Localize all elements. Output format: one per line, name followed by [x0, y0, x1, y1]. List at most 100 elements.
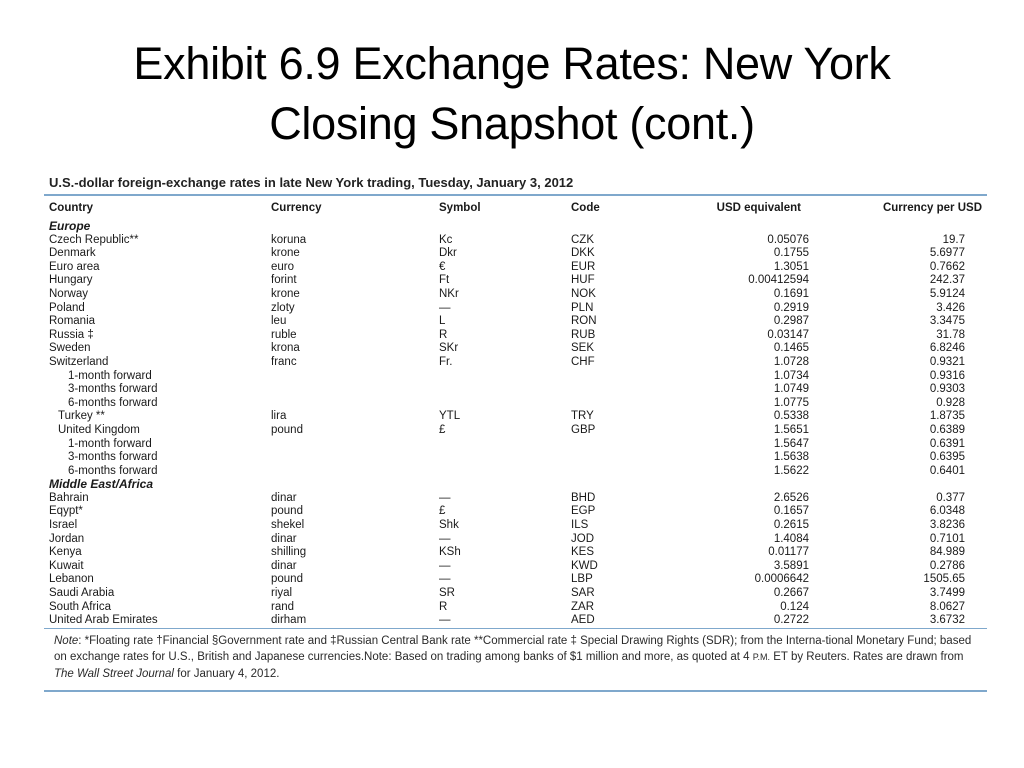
header-currency-per-usd: Currency per USD: [882, 202, 982, 214]
cell-currency: shilling: [271, 546, 307, 559]
table-row: Hungary forint Ft HUF 0.00412594 242.37: [44, 274, 987, 288]
cell-symbol: Shk: [439, 519, 459, 532]
note-source: The Wall Street Journal: [54, 667, 174, 680]
cell-country: Euro area: [49, 260, 100, 273]
slide-title: Exhibit 6.9 Exchange Rates: New York Clo…: [0, 34, 1024, 154]
cell-symbol: Fr.: [439, 355, 453, 368]
cell-currency: leu: [271, 315, 287, 328]
cell-currency-per-usd: 19.7: [942, 233, 965, 246]
table-row: United Kingdom pound £ GBP 1.5651 0.6389: [44, 424, 987, 438]
cell-country: Czech Republic**: [49, 233, 139, 246]
cell-symbol: Dkr: [439, 247, 457, 260]
section-header: Europe: [49, 220, 91, 233]
header-symbol: Symbol: [439, 202, 481, 214]
cell-currency: [266, 370, 434, 384]
cell-country: Romania: [49, 315, 96, 328]
cell-currency: pound: [271, 505, 303, 518]
cell-code: SAR: [571, 587, 595, 600]
table-row: 1-month forward 1.5647 0.6391: [44, 438, 987, 452]
cell-code: ILS: [571, 519, 589, 532]
note-time-suffix: P.M.: [752, 652, 771, 663]
cell-currency-per-usd: 1.8735: [929, 410, 965, 423]
header-currency: Currency: [271, 202, 322, 214]
cell-usd-equivalent: 0.124: [780, 600, 809, 613]
note-text-3: for January 4, 2012.: [173, 667, 280, 680]
cell-currency-per-usd: 0.7662: [929, 260, 965, 273]
cell-code: [566, 438, 676, 452]
cell-usd-equivalent: 0.2722: [773, 614, 809, 627]
cell-currency-per-usd: 0.6401: [929, 464, 965, 477]
cell-country: Israel: [49, 519, 78, 532]
cell-usd-equivalent: 1.0734: [773, 369, 809, 382]
table-row: Lebanon pound — LBP 0.0006642 1505.65: [44, 573, 987, 587]
cell-currency-per-usd: 3.426: [936, 301, 965, 314]
cell-country: Jordan: [49, 532, 85, 545]
cell-currency: [266, 451, 434, 465]
table-row: 6-months forward 1.5622 0.6401: [44, 465, 987, 479]
cell-usd-equivalent: 0.1755: [773, 247, 809, 260]
cell-usd-equivalent: 1.0728: [773, 355, 809, 368]
cell-currency-per-usd: 0.9303: [929, 383, 965, 396]
cell-country: Turkey **: [58, 410, 105, 423]
cell-code: [566, 465, 676, 479]
table-body: Europe Czech Republic** koruna Kc CZK 0.05076…: [44, 220, 987, 628]
slide-title-line-1: Exhibit 6.9 Exchange Rates: New York: [133, 38, 891, 89]
cell-usd-equivalent: 1.5622: [773, 464, 809, 477]
cell-currency-per-usd: 3.3475: [929, 315, 965, 328]
exchange-rate-exhibit: U.S.-dollar foreign-exchange rates in la…: [44, 175, 987, 693]
cell-currency: [266, 438, 434, 452]
table-row: Denmark krone Dkr DKK 0.1755 5.6977: [44, 247, 987, 261]
cell-currency: zloty: [271, 301, 295, 314]
table-row: 3-months forward 1.0749 0.9303: [44, 383, 987, 397]
table-row: Romania leu L RON 0.2987 3.3475: [44, 315, 987, 329]
table-row: Poland zloty — PLN 0.2919 3.426: [44, 302, 987, 316]
cell-symbol: NKr: [439, 287, 459, 300]
cell-currency: rand: [271, 600, 295, 613]
cell-symbol: R: [439, 600, 448, 613]
cell-country: 3-months forward: [68, 383, 158, 396]
cell-code: TRY: [571, 410, 594, 423]
cell-code: LBP: [571, 573, 593, 586]
cell-country: Lebanon: [49, 573, 94, 586]
table-row: Sweden krona SKr SEK 0.1465 6.8246: [44, 342, 987, 356]
cell-currency: pound: [271, 573, 303, 586]
cell-country: Denmark: [49, 247, 96, 260]
cell-country: Kenya: [49, 546, 82, 559]
cell-usd-equivalent: 3.5891: [773, 559, 809, 572]
cell-currency: ruble: [271, 328, 297, 341]
cell-symbol: [434, 370, 566, 384]
table-row: Israel shekel Shk ILS 0.2615 3.8236: [44, 519, 987, 533]
table-row: 3-months forward 1.5638 0.6395: [44, 451, 987, 465]
cell-code: PLN: [571, 301, 594, 314]
cell-symbol: Kc: [439, 233, 453, 246]
cell-country: Eqypt*: [49, 505, 83, 518]
cell-country: 3-months forward: [68, 451, 158, 464]
exchange-rate-table: Country Currency Symbol Code USD equival…: [44, 196, 987, 628]
cell-country: 1-month forward: [68, 369, 152, 382]
cell-usd-equivalent: 0.2919: [773, 301, 809, 314]
table-row: Kuwait dinar — KWD 3.5891 0.2786: [44, 560, 987, 574]
cell-symbol: [434, 465, 566, 479]
cell-currency-per-usd: 5.6977: [929, 247, 965, 260]
cell-currency-per-usd: 6.8246: [929, 342, 965, 355]
table-note: Note: *Floating rate †Financial §Governm…: [44, 629, 987, 691]
cell-currency-per-usd: 0.928: [936, 396, 965, 409]
cell-usd-equivalent: 1.5638: [773, 451, 809, 464]
header-country: Country: [49, 202, 94, 214]
cell-currency-per-usd: 0.6395: [929, 451, 965, 464]
cell-currency-per-usd: 0.7101: [929, 532, 965, 545]
cell-currency: shekel: [271, 519, 305, 532]
bottom-rule: [44, 690, 987, 693]
cell-country: Switzerland: [49, 355, 109, 368]
cell-usd-equivalent: 0.1657: [773, 505, 809, 518]
cell-symbol: £: [439, 423, 446, 436]
cell-currency-per-usd: 0.6391: [929, 437, 965, 450]
cell-country: Sweden: [49, 342, 91, 355]
cell-currency-per-usd: 5.9124: [929, 287, 965, 300]
cell-symbol: SR: [439, 587, 455, 600]
cell-symbol: £: [439, 505, 446, 518]
cell-code: DKK: [571, 247, 595, 260]
cell-usd-equivalent: 0.1465: [773, 342, 809, 355]
cell-currency: krone: [271, 247, 300, 260]
cell-currency-per-usd: 242.37: [929, 274, 965, 287]
